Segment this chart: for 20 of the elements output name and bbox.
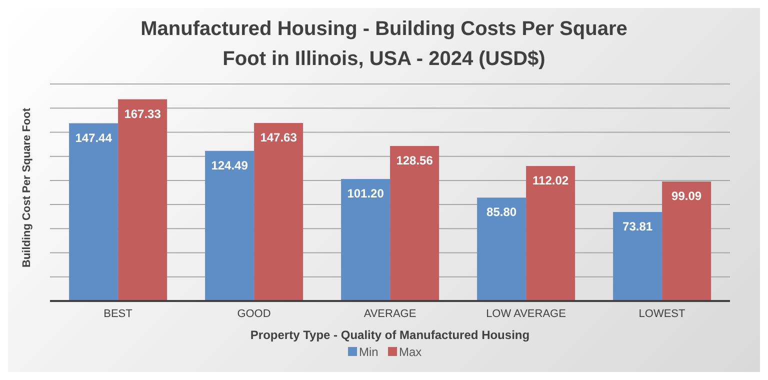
data-label: 167.33 bbox=[124, 106, 162, 121]
x-tick-label: GOOD bbox=[237, 308, 271, 320]
data-label: 99.09 bbox=[672, 189, 702, 204]
x-axis-title: Property Type - Quality of Manufactured Housing bbox=[250, 328, 530, 342]
y-axis-title: Building Cost Per Square Foot bbox=[20, 108, 33, 268]
data-label: 101.20 bbox=[347, 186, 384, 201]
data-label: 147.44 bbox=[75, 130, 112, 145]
data-label: 73.81 bbox=[622, 220, 653, 234]
x-tick-label: AVERAGE bbox=[364, 308, 416, 320]
chart-title: Manufactured Housing - Building Costs Per Square Foot in Illinois, USA - 2024 (USD$) bbox=[140, 17, 628, 72]
data-label: 128.56 bbox=[396, 154, 434, 168]
legend-label: Max bbox=[399, 345, 422, 359]
data-label: 85.80 bbox=[486, 205, 517, 220]
x-tick-label: BEST bbox=[104, 308, 133, 320]
legend-label: Min bbox=[359, 345, 378, 359]
data-label: 124.49 bbox=[211, 158, 248, 172]
x-tick-label: LOW AVERAGE bbox=[486, 308, 566, 320]
data-label: 147.63 bbox=[260, 130, 298, 145]
data-label: 112.02 bbox=[532, 173, 569, 188]
x-tick-label: LOWEST bbox=[638, 308, 686, 320]
